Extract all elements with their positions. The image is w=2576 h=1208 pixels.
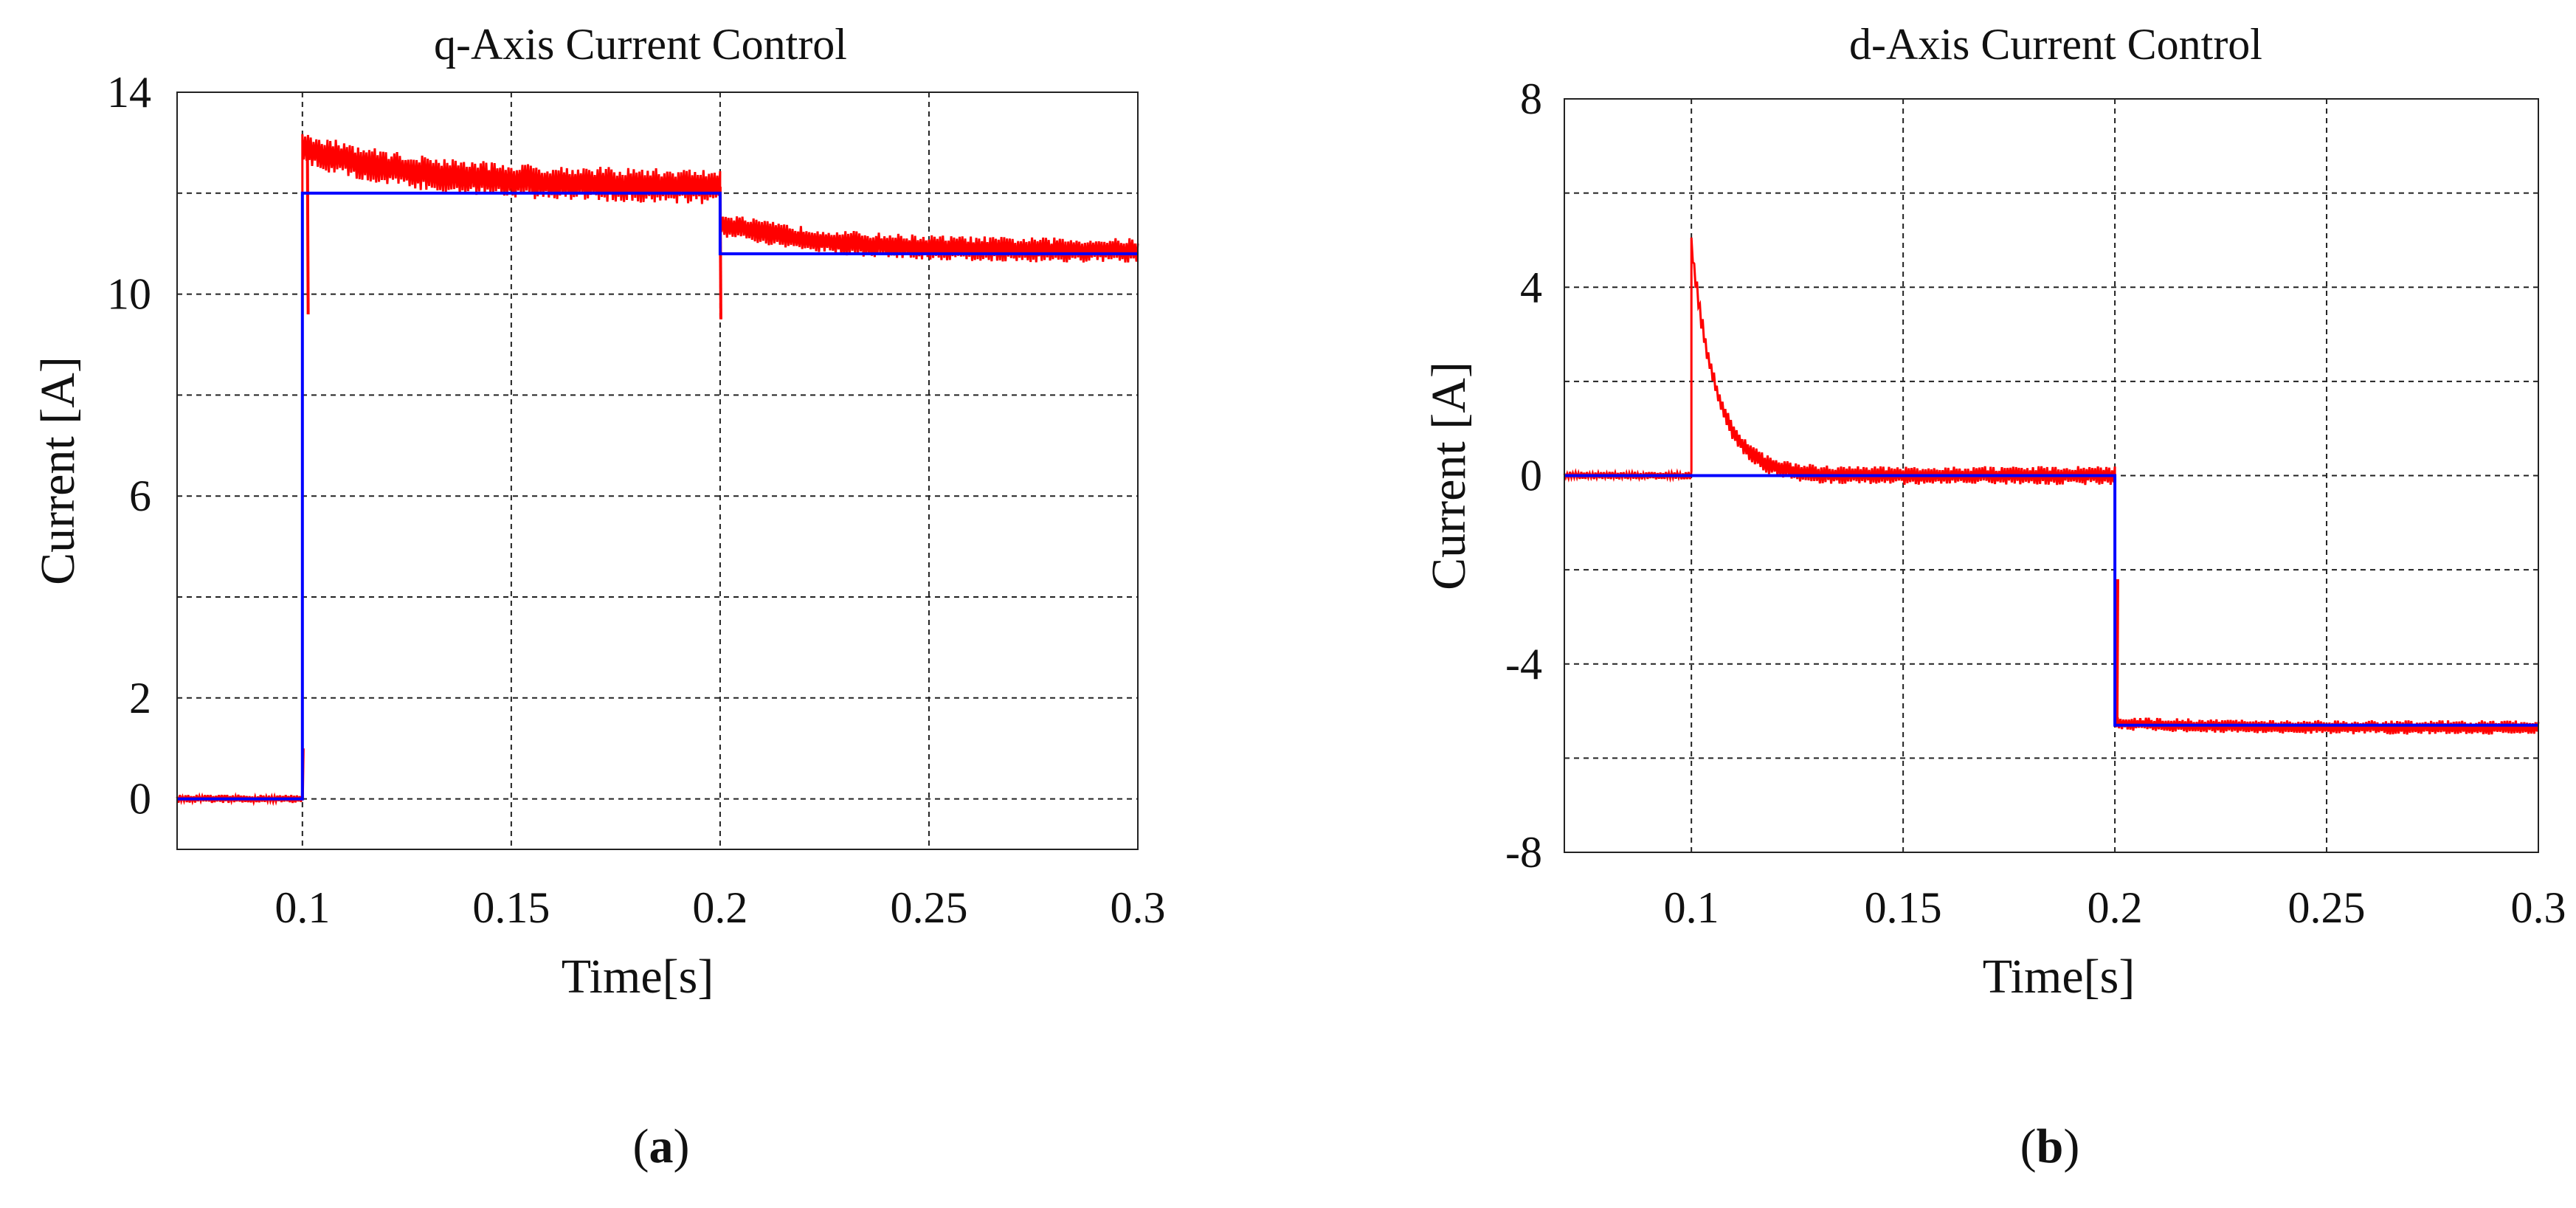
chart-b-title: d-Axis Current Control [1849, 20, 2262, 69]
chart-b-ytick-label: 4 [1520, 263, 1542, 311]
chart-a-ylabel: Current [A] [31, 356, 85, 585]
chart-a-title: q-Axis Current Control [434, 20, 847, 69]
chart-a-xtick-label: 0.1 [274, 883, 330, 932]
chart-a-xtick-label: 0.25 [890, 883, 967, 932]
chart-b-ylabel: Current [A] [1422, 362, 1476, 590]
chart-b-xtick-label: 0.3 [2511, 883, 2566, 932]
chart-b-xtick-label: 0.15 [1865, 883, 1942, 932]
chart-b-ytick-label: 0 [1520, 452, 1542, 500]
panel-label-b: (b) [2020, 1119, 2080, 1173]
chart-a-xlabel: Time[s] [562, 950, 714, 1004]
chart-a-ytick-label: 2 [129, 674, 151, 722]
chart-a-series-reference [177, 191, 1138, 801]
chart-b-xlabel: Time[s] [1983, 950, 2135, 1004]
chart-a-xtick-label: 0.3 [1111, 883, 1166, 932]
chart-b-series-measured [1563, 237, 2540, 735]
chart-a-xtick-label: 0.15 [472, 883, 550, 932]
chart-a-plot [176, 134, 1139, 807]
panel-label-a: (a) [633, 1119, 690, 1173]
chart-b-ytick-label: 8 [1520, 75, 1542, 123]
chart-a-ytick-label: 14 [107, 68, 151, 117]
chart-b-ytick-label: -4 [1505, 640, 1542, 688]
chart-a-series-measured [176, 134, 1139, 807]
chart-a-plot-frame [176, 92, 1139, 850]
chart-b-xtick-label: 0.2 [2088, 883, 2143, 932]
chart-b: d-Axis Current Control 8 4 0 -4 -8 0.1 0… [1422, 20, 2566, 1004]
chart-b-series-measured-spike [2115, 579, 2119, 723]
chart-a-grid [177, 92, 1138, 849]
chart-a-xtick-label: 0.2 [692, 883, 747, 932]
chart-b-xtick-label: 0.1 [1664, 883, 1719, 932]
chart-b-plot-frame [1564, 98, 2539, 853]
chart-b-series-reference [1564, 474, 2538, 727]
chart-a: q-Axis Current Control 14 10 6 2 0 0.1 0… [31, 20, 1166, 1004]
chart-b-xtick-label: 0.25 [2288, 883, 2366, 932]
chart-a-ytick-label: 0 [129, 775, 151, 824]
chart-b-ytick-label: -8 [1505, 828, 1542, 877]
chart-a-ytick-label: 10 [107, 270, 151, 319]
chart-a-ytick-label: 6 [129, 472, 151, 520]
chart-b-plot [1563, 237, 2540, 735]
